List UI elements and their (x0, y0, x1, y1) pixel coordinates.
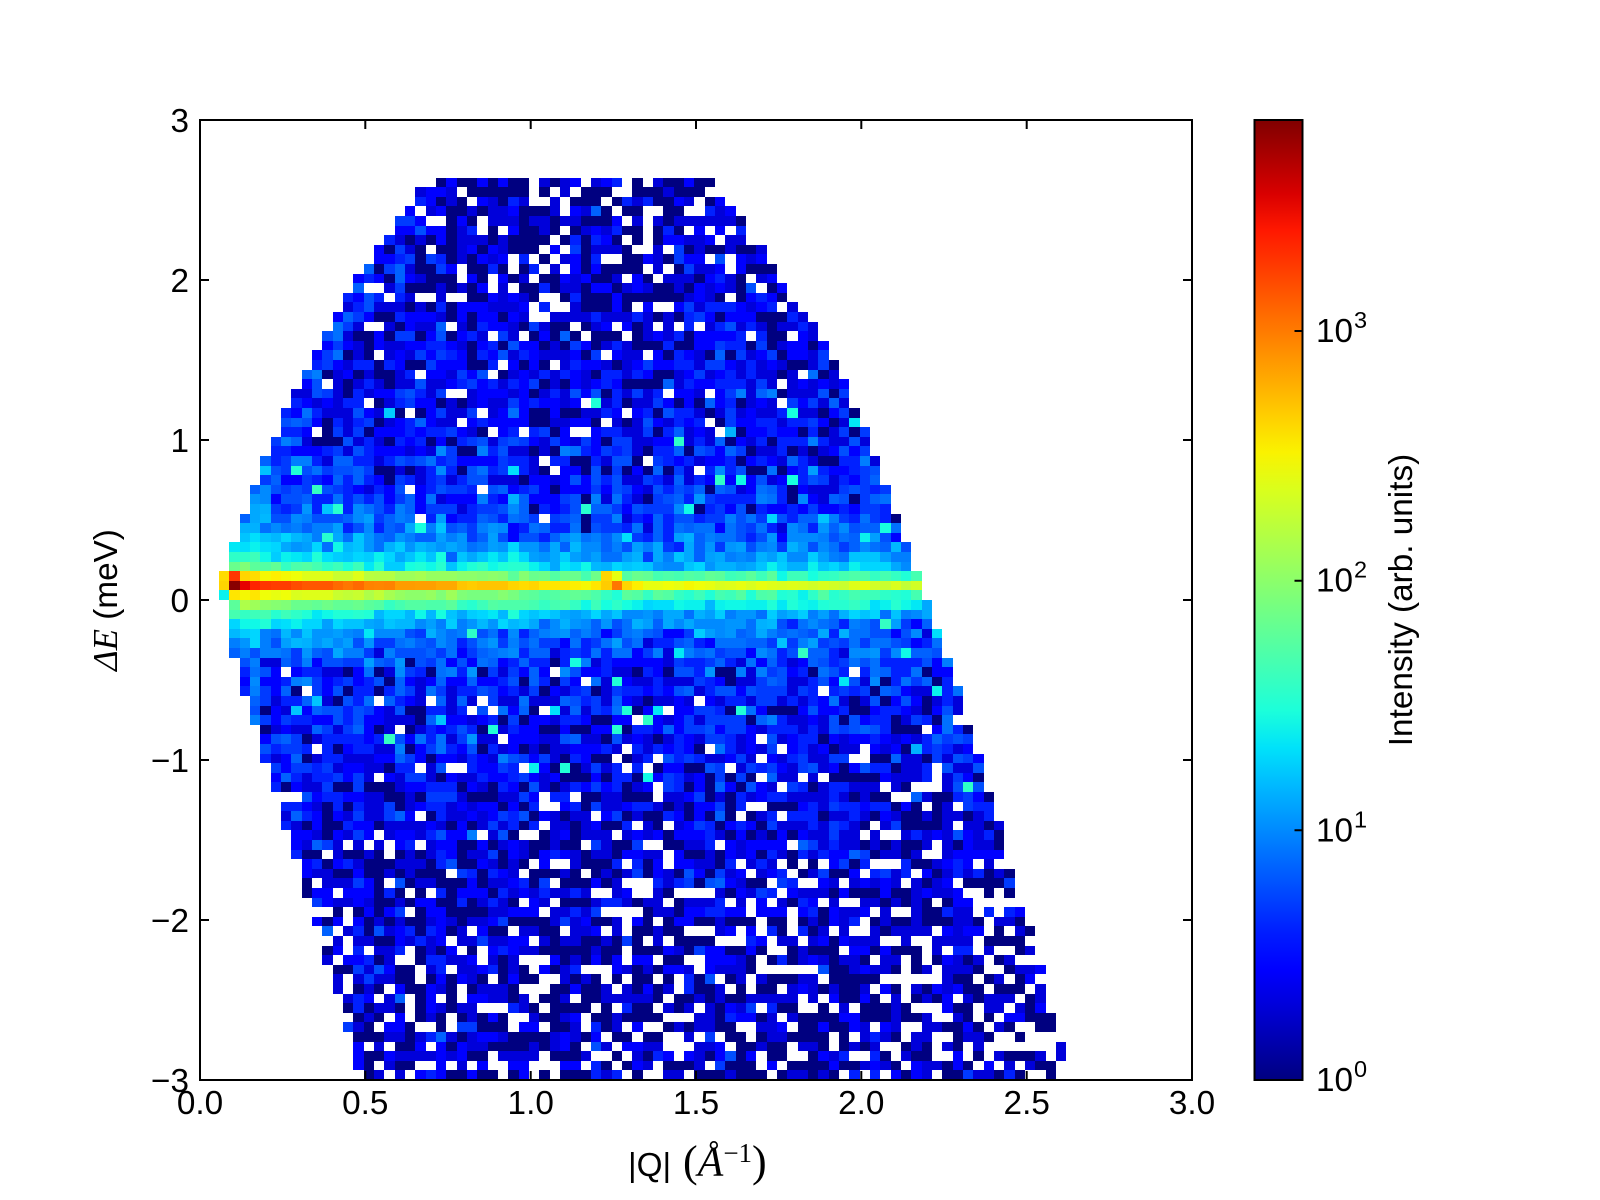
svg-text:3: 3 (170, 103, 189, 140)
svg-text:2.0: 2.0 (838, 1085, 884, 1122)
svg-text:2: 2 (1354, 557, 1367, 583)
svg-text:3.0: 3.0 (1169, 1085, 1215, 1122)
svg-text:10: 10 (1316, 812, 1353, 849)
svg-text:2: 2 (170, 263, 189, 300)
svg-text:1.5: 1.5 (673, 1085, 719, 1122)
svg-text:1: 1 (1354, 806, 1367, 832)
svg-text:ΔE (meV): ΔE (meV) (86, 529, 125, 673)
svg-text:0: 0 (170, 583, 189, 620)
svg-text:10: 10 (1316, 563, 1353, 600)
svg-text:−1: −1 (151, 743, 189, 780)
svg-text:|Q|: |Q| (628, 1147, 671, 1184)
svg-text:0: 0 (1354, 1056, 1367, 1082)
svg-text:Intensity (arb. units): Intensity (arb. units) (1383, 454, 1420, 746)
svg-text:10: 10 (1316, 313, 1353, 350)
svg-text:1: 1 (170, 423, 189, 460)
svg-text:0.0: 0.0 (177, 1085, 223, 1122)
svg-text:10: 10 (1316, 1062, 1353, 1099)
svg-text:3: 3 (1354, 307, 1367, 333)
svg-text:−2: −2 (151, 903, 189, 940)
svg-text:0.5: 0.5 (342, 1085, 388, 1122)
svg-text:−3: −3 (151, 1063, 189, 1100)
svg-text:2.5: 2.5 (1004, 1085, 1050, 1122)
svg-text:(Å−1): (Å−1) (683, 1137, 767, 1186)
svg-text:1.0: 1.0 (508, 1085, 554, 1122)
